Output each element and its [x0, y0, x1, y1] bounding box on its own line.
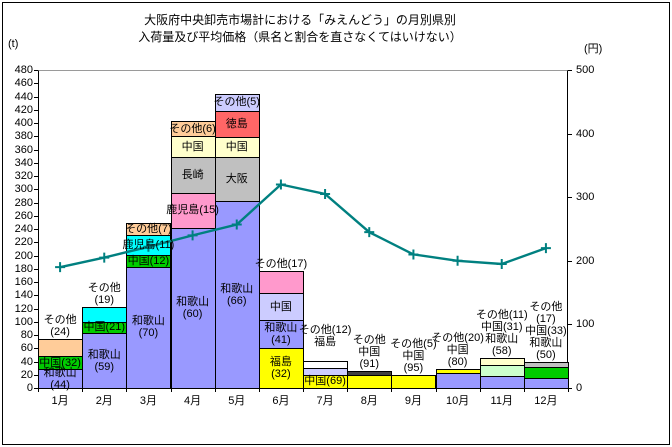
x-axis-tick	[38, 388, 39, 392]
left-axis-tick	[34, 269, 38, 270]
left-axis-tick	[34, 229, 38, 230]
bar-segment-その他	[170, 121, 216, 138]
bar-segment-福島	[303, 368, 349, 376]
bar-segment-鹿児島	[170, 192, 216, 229]
left-axis-tick	[34, 150, 38, 151]
bar-segment-その他	[303, 360, 349, 370]
left-axis-tick	[34, 110, 38, 111]
right-axis-tick	[568, 134, 572, 135]
bar-segment-その他	[435, 369, 481, 374]
left-axis-tick	[34, 256, 38, 257]
bar-segment-徳島	[214, 111, 260, 138]
chart-title: 大阪府中央卸売市場計における「みえんどう」の月別県別 入荷量及び平均価格（県名と…	[80, 12, 520, 46]
left-axis-tick	[34, 203, 38, 204]
bar-segment-和歌山	[126, 266, 172, 389]
left-axis-tick	[34, 216, 38, 217]
left-axis-tick	[34, 123, 38, 124]
bar-segment-福島	[258, 348, 304, 389]
left-axis-tick	[34, 388, 38, 389]
bar-segment-その他	[82, 306, 128, 323]
bar-segment-和歌山	[258, 319, 304, 350]
bar-segment-和歌山	[38, 369, 84, 389]
x-axis-tick	[391, 388, 393, 392]
x-axis-tick	[258, 388, 260, 392]
bar-segment-大阪	[214, 156, 260, 203]
bar-segment-中国	[391, 374, 437, 389]
bar-segment-中国	[126, 254, 172, 268]
bar-segment-中国	[347, 374, 393, 389]
x-axis-tick	[126, 388, 128, 392]
left-axis-unit: (t)	[8, 38, 19, 50]
bar-segment-長崎	[170, 157, 216, 194]
right-axis-tick	[568, 70, 572, 71]
left-axis-tick	[34, 322, 38, 323]
bar-segment-中国	[82, 321, 128, 334]
left-axis-tick	[34, 375, 38, 376]
bar-segment-その他	[38, 338, 84, 358]
bar-segment-和歌山	[170, 227, 216, 389]
bar-segment-和歌山	[523, 378, 569, 389]
right-axis-tick	[568, 197, 572, 198]
bar-segment-中国	[523, 366, 569, 380]
left-axis-tick	[34, 70, 38, 71]
x-axis-tick	[435, 388, 437, 392]
x-axis-tick	[347, 388, 349, 392]
left-axis-tick	[34, 97, 38, 98]
left-axis-tick	[34, 189, 38, 190]
left-axis-tick	[34, 136, 38, 137]
left-axis-tick	[34, 362, 38, 363]
bar-segment-和歌山	[214, 201, 260, 389]
bar-segment-中国	[303, 374, 349, 389]
left-axis-tick	[34, 176, 38, 177]
left-axis-tick	[34, 295, 38, 296]
chart-title-line1: 大阪府中央卸売市場計における「みえんどう」の月別県別	[144, 13, 456, 27]
left-axis-tick	[34, 309, 38, 310]
x-axis-tick	[214, 388, 216, 392]
bar-segment-中国	[214, 136, 260, 158]
bar-segment-鹿児島	[126, 234, 172, 256]
left-axis-tick	[34, 242, 38, 243]
left-axis-tick	[34, 282, 38, 283]
right-axis-tick	[568, 388, 572, 389]
left-axis-tick	[34, 163, 38, 164]
bar-segment-中国	[258, 293, 304, 321]
left-axis-tick	[34, 335, 38, 336]
bar-segment-和歌山	[82, 333, 128, 389]
bar-segment-中国	[479, 364, 525, 378]
x-axis-tick	[523, 388, 525, 392]
chart-title-line2: 入荷量及び平均価格（県名と割合を直さなくてはいけない）	[138, 30, 462, 44]
right-axis-tick	[568, 324, 572, 325]
bar-segment-その他	[479, 357, 525, 366]
bar-segment-その他	[126, 223, 172, 236]
bar-segment-その他	[214, 93, 260, 113]
left-axis-tick	[34, 348, 38, 349]
bar-segment-その他	[258, 271, 304, 295]
x-axis-tick	[568, 388, 569, 392]
x-axis-tick	[170, 388, 172, 392]
x-axis-tick	[82, 388, 84, 392]
bar-segment-中国	[170, 136, 216, 159]
x-axis-tick	[303, 388, 304, 392]
bar-segment-中国	[435, 372, 481, 389]
bar-segment-その他	[347, 371, 393, 376]
bar-segment-その他	[523, 361, 569, 368]
right-axis-unit: (円)	[584, 43, 603, 55]
left-axis-tick	[34, 83, 38, 84]
bar-segment-和歌山	[479, 376, 525, 389]
bar-segment-中国	[38, 356, 84, 371]
right-axis-tick	[568, 261, 572, 262]
x-axis-tick	[479, 388, 481, 392]
